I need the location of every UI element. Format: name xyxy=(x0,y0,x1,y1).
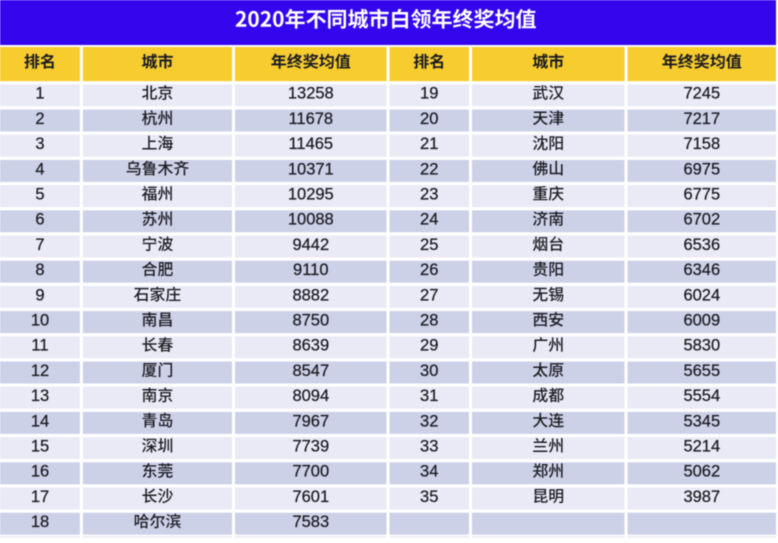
svg-text:8750: 8750 xyxy=(292,312,329,330)
svg-text:9: 9 xyxy=(35,286,44,304)
svg-text:7245: 7245 xyxy=(683,85,720,103)
svg-text:2: 2 xyxy=(35,110,44,128)
svg-text:35: 35 xyxy=(420,488,438,506)
svg-text:7967: 7967 xyxy=(292,412,329,430)
svg-text:5: 5 xyxy=(35,186,44,204)
svg-text:5345: 5345 xyxy=(683,412,720,430)
svg-text:3: 3 xyxy=(35,135,44,153)
svg-text:14: 14 xyxy=(31,412,49,430)
svg-text:8094: 8094 xyxy=(292,387,329,405)
svg-text:8882: 8882 xyxy=(292,286,329,304)
svg-text:29: 29 xyxy=(420,337,438,355)
svg-text:15: 15 xyxy=(31,438,49,456)
svg-text:25: 25 xyxy=(420,236,438,254)
svg-text:6024: 6024 xyxy=(683,286,720,304)
svg-text:6346: 6346 xyxy=(683,261,720,279)
svg-text:13258: 13258 xyxy=(288,85,334,103)
svg-text:4: 4 xyxy=(35,160,44,178)
svg-text:32: 32 xyxy=(420,412,438,430)
svg-text:1: 1 xyxy=(35,85,44,103)
svg-text:7601: 7601 xyxy=(292,488,329,506)
svg-text:16: 16 xyxy=(31,463,49,481)
svg-text:6702: 6702 xyxy=(683,211,720,229)
svg-text:7583: 7583 xyxy=(292,513,329,531)
svg-text:5655: 5655 xyxy=(683,362,720,380)
svg-text:7: 7 xyxy=(35,236,44,254)
svg-text:8639: 8639 xyxy=(292,337,329,355)
svg-text:5062: 5062 xyxy=(683,463,720,481)
svg-text:7217: 7217 xyxy=(683,110,720,128)
svg-text:24: 24 xyxy=(420,211,438,229)
svg-text:6975: 6975 xyxy=(683,160,720,178)
svg-text:6775: 6775 xyxy=(683,186,720,204)
svg-text:21: 21 xyxy=(420,135,438,153)
svg-text:11678: 11678 xyxy=(288,110,333,128)
svg-text:5214: 5214 xyxy=(683,438,720,456)
svg-text:34: 34 xyxy=(420,463,438,481)
svg-text:10371: 10371 xyxy=(288,160,334,178)
svg-text:11: 11 xyxy=(31,337,48,355)
svg-text:5554: 5554 xyxy=(683,387,720,405)
svg-text:27: 27 xyxy=(420,286,438,304)
svg-text:12: 12 xyxy=(31,362,49,380)
svg-text:11465: 11465 xyxy=(288,135,333,153)
svg-text:13: 13 xyxy=(31,387,49,405)
svg-text:20: 20 xyxy=(420,110,438,128)
svg-text:9110: 9110 xyxy=(293,261,328,279)
svg-text:6: 6 xyxy=(35,211,44,229)
svg-text:22: 22 xyxy=(420,160,438,178)
svg-text:8: 8 xyxy=(35,261,44,279)
svg-text:6009: 6009 xyxy=(683,312,720,330)
svg-text:31: 31 xyxy=(420,387,438,405)
svg-text:10088: 10088 xyxy=(288,211,334,229)
svg-text:33: 33 xyxy=(420,438,438,456)
svg-text:17: 17 xyxy=(31,488,49,506)
svg-text:19: 19 xyxy=(420,85,438,103)
svg-text:10295: 10295 xyxy=(288,186,334,204)
svg-text:23: 23 xyxy=(420,186,438,204)
svg-text:5830: 5830 xyxy=(683,337,720,355)
svg-text:28: 28 xyxy=(420,312,438,330)
svg-text:7700: 7700 xyxy=(292,463,329,481)
svg-text:8547: 8547 xyxy=(292,362,329,380)
svg-text:26: 26 xyxy=(420,261,438,279)
svg-text:6536: 6536 xyxy=(683,236,720,254)
svg-text:30: 30 xyxy=(420,362,438,380)
svg-text:9442: 9442 xyxy=(292,236,329,254)
svg-text:18: 18 xyxy=(31,513,49,531)
svg-text:3987: 3987 xyxy=(683,488,720,506)
svg-text:7739: 7739 xyxy=(292,438,329,456)
svg-text:10: 10 xyxy=(31,312,49,330)
svg-text:7158: 7158 xyxy=(683,135,720,153)
